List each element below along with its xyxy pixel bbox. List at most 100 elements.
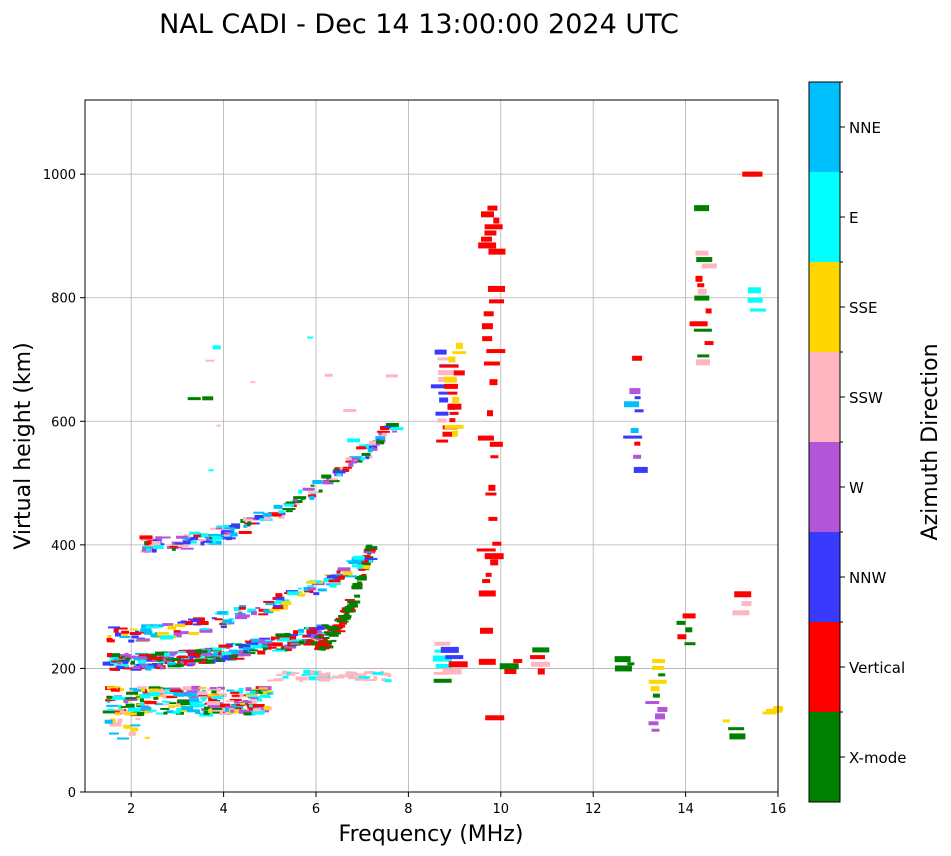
echo-mark: [267, 679, 274, 682]
echo-mark: [356, 678, 370, 681]
echo-mark: [435, 411, 449, 416]
echo-mark: [477, 435, 494, 441]
echo-mark: [159, 689, 169, 694]
echo-mark: [122, 667, 132, 670]
echo-mark: [308, 587, 317, 591]
echo-mark: [161, 700, 166, 703]
echo-mark: [238, 611, 243, 616]
echo-mark: [155, 651, 168, 656]
echo-mark: [173, 632, 179, 636]
echo-mark: [371, 443, 380, 446]
echo-mark: [251, 710, 264, 715]
echo-mark: [106, 704, 119, 707]
echo-mark: [278, 514, 285, 519]
echo-mark: [307, 336, 314, 339]
echo-mark: [320, 646, 325, 650]
x-axis-label: Frequency (MHz): [339, 822, 524, 847]
echo-mark: [242, 518, 253, 521]
echo-mark: [364, 557, 378, 560]
echo-mark: [176, 535, 188, 539]
echo-mark: [322, 480, 334, 485]
echo-mark: [317, 670, 322, 675]
echo-mark: [125, 703, 135, 708]
echo-mark: [247, 521, 252, 526]
echo-mark: [173, 630, 181, 635]
echo-mark: [224, 707, 230, 712]
colorbar-tick-label: X-mode: [849, 749, 906, 767]
echo-mark: [194, 694, 208, 697]
echo-mark: [291, 504, 297, 508]
echo-mark: [530, 655, 546, 660]
echo-mark: [696, 257, 713, 263]
echo-mark: [220, 703, 231, 708]
echo-mark: [623, 435, 643, 439]
echo-mark: [704, 341, 714, 346]
echo-mark: [117, 737, 130, 740]
echo-mark: [203, 710, 210, 715]
echo-mark: [135, 631, 145, 634]
echo-mark: [133, 658, 141, 661]
echo-mark: [189, 656, 197, 659]
echo-mark: [140, 628, 152, 633]
echo-mark: [216, 525, 230, 528]
echo-mark: [273, 504, 283, 509]
echo-mark: [218, 644, 232, 648]
echo-mark: [316, 637, 322, 641]
echo-mark: [361, 563, 371, 566]
echo-mark: [119, 659, 125, 662]
echo-mark: [342, 571, 353, 576]
echo-mark: [694, 295, 710, 301]
echo-mark: [254, 514, 265, 519]
echo-mark: [240, 694, 250, 697]
echo-mark: [221, 656, 231, 661]
echo-mark: [275, 596, 285, 601]
echo-mark: [240, 702, 246, 705]
y-axis-label: Virtual height (km): [11, 342, 36, 549]
echo-mark: [490, 455, 499, 459]
echo-mark: [112, 656, 120, 659]
echo-mark: [357, 676, 369, 681]
echo-mark: [317, 588, 327, 592]
echo-mark: [263, 609, 274, 614]
echo-mark: [238, 687, 244, 691]
echo-mark: [254, 691, 259, 694]
echo-mark: [366, 544, 373, 549]
echo-mark: [166, 710, 175, 714]
echo-mark: [194, 650, 208, 655]
echo-mark: [130, 667, 142, 671]
echo-mark: [116, 633, 129, 636]
echo-mark: [273, 678, 284, 682]
echo-mark: [488, 285, 506, 292]
echo-mark: [655, 713, 666, 720]
echo-mark: [144, 630, 153, 635]
echo-mark: [484, 230, 497, 236]
echo-mark: [125, 697, 137, 700]
echo-mark: [201, 652, 213, 656]
echo-mark: [308, 676, 322, 681]
echo-mark: [113, 658, 119, 663]
echo-mark: [135, 717, 141, 720]
echo-mark: [119, 635, 131, 638]
echo-mark: [634, 396, 641, 400]
echo-mark: [676, 620, 686, 625]
echo-mark: [136, 708, 145, 711]
echo-mark: [151, 541, 161, 546]
echo-mark: [630, 428, 639, 434]
echo-mark: [299, 640, 305, 645]
echo-mark: [435, 663, 452, 668]
echo-mark: [298, 628, 305, 633]
echo-mark: [226, 689, 235, 692]
echo-mark: [455, 342, 463, 349]
echo-mark: [129, 628, 138, 631]
echo-mark: [134, 630, 139, 633]
colorbar-segment-xmode: [809, 712, 840, 802]
echo-mark: [216, 656, 221, 660]
echo-mark: [250, 611, 257, 616]
echo-mark: [130, 662, 136, 665]
echo-mark: [481, 323, 493, 330]
echo-mark: [651, 728, 660, 732]
echo-mark: [483, 311, 494, 317]
echo-mark: [211, 690, 217, 694]
echo-mark: [207, 711, 220, 714]
echo-mark: [747, 287, 761, 294]
